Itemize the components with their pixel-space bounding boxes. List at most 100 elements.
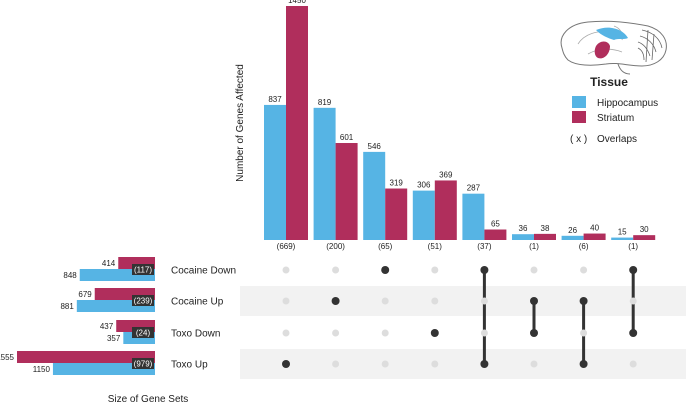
legend-title: Tissue <box>590 75 628 89</box>
bar-label-striatum: 319 <box>390 179 404 188</box>
size-overlap-label: (24) <box>136 329 151 338</box>
bar-hippocampus <box>264 104 286 241</box>
matrix-row-stripe <box>240 349 686 379</box>
matrix-dot-inactive <box>282 266 290 274</box>
intersection-overlap-label: (200) <box>326 242 345 251</box>
size-bar-striatum <box>17 351 155 363</box>
bar-hippocampus <box>561 235 584 240</box>
matrix-dot-inactive <box>530 360 538 368</box>
matrix-dot-active <box>530 329 538 337</box>
matrix-dot-inactive <box>381 360 389 368</box>
matrix-dot-inactive <box>530 266 538 274</box>
set-label: Toxo Down <box>171 329 220 340</box>
matrix-dot-active <box>629 329 638 337</box>
size-axis-label: Size of Gene Sets <box>108 394 189 403</box>
matrix-dot-inactive <box>431 297 439 305</box>
bar-label-hippocampus: 546 <box>368 142 382 151</box>
bar-hippocampus <box>512 234 534 240</box>
size-overlap-box <box>132 358 154 369</box>
bar-label-hippocampus: 287 <box>467 184 481 193</box>
bar-striatum <box>286 6 308 240</box>
intersection-overlap-label: (37) <box>477 242 492 251</box>
matrix-dot-inactive <box>580 329 588 337</box>
bar-label-striatum: 1450 <box>288 0 306 5</box>
matrix-dot-inactive <box>431 360 439 368</box>
bar-hippocampus <box>412 190 435 240</box>
bar-label-hippocampus: 26 <box>568 226 577 235</box>
matrix-dot-active <box>381 266 390 274</box>
brain-icon <box>560 20 667 75</box>
bar-hippocampus <box>363 151 386 240</box>
matrix-dot-inactive <box>332 266 340 274</box>
matrix-dot-inactive <box>332 329 340 337</box>
matrix-dot-inactive <box>381 329 389 337</box>
set-label: Cocaine Up <box>171 297 224 308</box>
matrix-dot-active <box>579 297 588 305</box>
size-overlap-label: (239) <box>134 297 153 306</box>
y-axis-label: Number of Genes Affected <box>235 64 246 182</box>
bar-hippocampus <box>462 193 485 240</box>
matrix-dot-active <box>480 266 489 274</box>
bar-label-striatum: 40 <box>590 224 599 233</box>
size-label-hippocampus: 357 <box>107 334 121 343</box>
size-overlap-box <box>132 327 154 338</box>
size-overlap-label: (979) <box>134 360 153 369</box>
intersection-overlap-label: (1) <box>529 242 539 251</box>
bar-label-hippocampus: 15 <box>618 228 627 237</box>
matrix-dot-active <box>530 297 538 305</box>
intersection-overlap-label: (6) <box>579 242 589 251</box>
matrix-dot-inactive <box>282 297 290 305</box>
set-label: Cocaine Down <box>171 266 236 277</box>
bar-label-hippocampus: 819 <box>318 98 332 107</box>
matrix-dot-inactive <box>431 266 439 274</box>
matrix-row-stripe <box>240 286 686 316</box>
size-label-striatum: 1555 <box>0 353 15 362</box>
bar-label-hippocampus: 306 <box>417 181 431 190</box>
matrix-dot-active <box>480 360 489 368</box>
intersection-overlap-label: (669) <box>277 242 296 251</box>
size-label-hippocampus: 848 <box>63 271 77 280</box>
bar-striatum <box>434 180 457 240</box>
matrix-dot-inactive <box>480 297 488 305</box>
bar-label-striatum: 601 <box>340 133 354 142</box>
matrix-dot-inactive <box>282 329 290 337</box>
bar-striatum <box>534 233 556 240</box>
intersection-overlap-label: (65) <box>378 242 393 251</box>
size-label-striatum: 414 <box>102 259 116 268</box>
bar-striatum <box>335 143 358 240</box>
bar-hippocampus <box>313 107 336 240</box>
legend-label-hippocampus: Hippocampus <box>597 98 658 109</box>
bar-hippocampus <box>611 237 634 240</box>
intersection-overlap-label: (51) <box>428 242 443 251</box>
bar-striatum <box>583 233 606 240</box>
bar-striatum <box>484 229 507 240</box>
matrix-dot-active <box>430 329 439 337</box>
legend-swatch-hippocampus <box>572 96 586 108</box>
legend-overlap-label: Overlaps <box>597 134 637 145</box>
bar-striatum <box>633 235 656 240</box>
matrix-dot-active <box>331 297 340 305</box>
matrix-dot-active <box>579 360 588 368</box>
matrix-dot-active <box>629 266 638 274</box>
size-bar-hippocampus <box>52 363 155 375</box>
legend-overlap-symbol: ( x ) <box>570 134 587 145</box>
size-label-hippocampus: 1150 <box>33 365 51 374</box>
matrix-dot-inactive <box>580 266 588 274</box>
set-label: Toxo Up <box>171 360 208 371</box>
legend-swatch-striatum <box>572 111 586 123</box>
bar-label-striatum: 369 <box>439 170 453 179</box>
size-overlap-box <box>132 295 154 306</box>
size-overlap-label: (117) <box>134 266 152 275</box>
size-label-striatum: 679 <box>78 290 92 299</box>
matrix-dot-active <box>282 360 290 368</box>
matrix-dot-inactive <box>629 297 637 305</box>
bar-label-striatum: 38 <box>541 224 550 233</box>
bar-label-striatum: 65 <box>491 220 500 229</box>
size-label-hippocampus: 881 <box>60 302 74 311</box>
bar-striatum <box>385 188 408 240</box>
matrix-dot-inactive <box>480 329 488 337</box>
size-label-striatum: 437 <box>100 322 114 331</box>
bar-label-hippocampus: 36 <box>519 224 528 233</box>
